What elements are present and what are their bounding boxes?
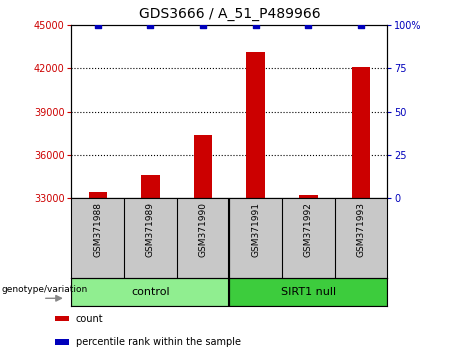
Bar <box>141 175 160 198</box>
Text: percentile rank within the sample: percentile rank within the sample <box>76 337 241 347</box>
Bar <box>352 67 370 198</box>
Point <box>252 22 260 28</box>
Text: count: count <box>76 314 103 324</box>
Text: GSM371990: GSM371990 <box>199 202 207 257</box>
Bar <box>89 192 107 198</box>
Bar <box>299 195 318 198</box>
Bar <box>194 135 212 198</box>
Text: genotype/variation: genotype/variation <box>1 285 88 294</box>
Bar <box>229 278 387 306</box>
Point <box>199 22 207 28</box>
Text: GSM371991: GSM371991 <box>251 202 260 257</box>
Text: GSM371988: GSM371988 <box>93 202 102 257</box>
Point <box>147 22 154 28</box>
Bar <box>247 52 265 198</box>
Text: GSM371989: GSM371989 <box>146 202 155 257</box>
Bar <box>71 278 229 306</box>
Point <box>305 22 312 28</box>
Point <box>94 22 101 28</box>
Bar <box>55 316 69 321</box>
Text: GSM371992: GSM371992 <box>304 202 313 257</box>
Title: GDS3666 / A_51_P489966: GDS3666 / A_51_P489966 <box>139 7 320 21</box>
Text: control: control <box>131 287 170 297</box>
Text: GSM371993: GSM371993 <box>356 202 366 257</box>
Bar <box>55 339 69 344</box>
Point <box>357 22 365 28</box>
Text: SIRT1 null: SIRT1 null <box>281 287 336 297</box>
